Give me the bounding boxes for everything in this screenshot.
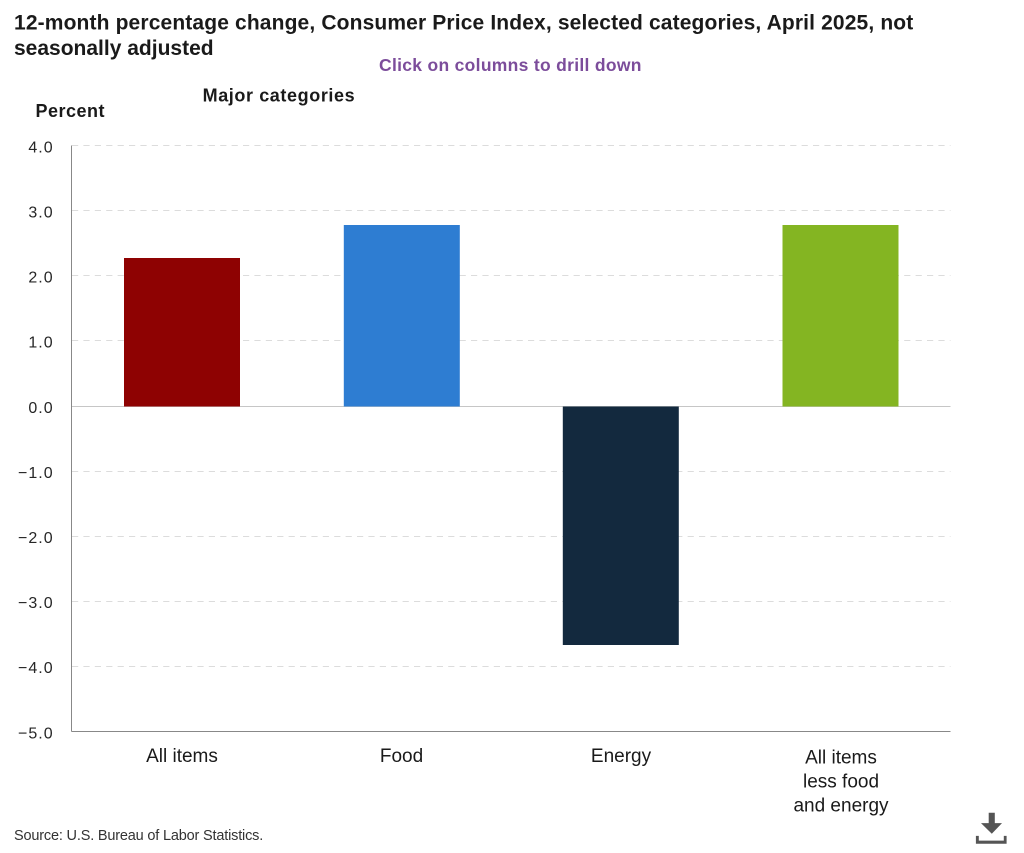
svg-text:Click on columns to drill down: Click on columns to drill down: [379, 55, 642, 75]
svg-text:−2.0: −2.0: [18, 530, 54, 547]
svg-text:Food: Food: [380, 746, 423, 767]
svg-text:less food: less food: [803, 771, 879, 792]
svg-text:All items: All items: [805, 747, 877, 768]
svg-text:and energy: and energy: [793, 795, 889, 816]
svg-text:0.0: 0.0: [28, 400, 53, 417]
svg-text:−4.0: −4.0: [18, 660, 54, 677]
svg-text:−3.0: −3.0: [18, 595, 54, 612]
svg-text:All items: All items: [146, 746, 218, 767]
svg-text:−1.0: −1.0: [18, 465, 54, 482]
svg-text:Source: U.S. Bureau of Labor S: Source: U.S. Bureau of Labor Statistics.: [14, 828, 263, 844]
svg-text:1.0: 1.0: [28, 335, 53, 352]
svg-text:2.0: 2.0: [28, 270, 53, 287]
svg-text:Major categories: Major categories: [203, 86, 356, 106]
svg-text:−5.0: −5.0: [18, 725, 54, 742]
svg-text:Energy: Energy: [591, 746, 652, 767]
svg-text:seasonally adjusted: seasonally adjusted: [14, 37, 214, 60]
svg-text:4.0: 4.0: [28, 139, 53, 156]
svg-text:Percent: Percent: [36, 101, 106, 121]
svg-text:3.0: 3.0: [28, 205, 53, 222]
svg-text:12-month percentage change, Co: 12-month percentage change, Consumer Pri…: [14, 12, 913, 35]
